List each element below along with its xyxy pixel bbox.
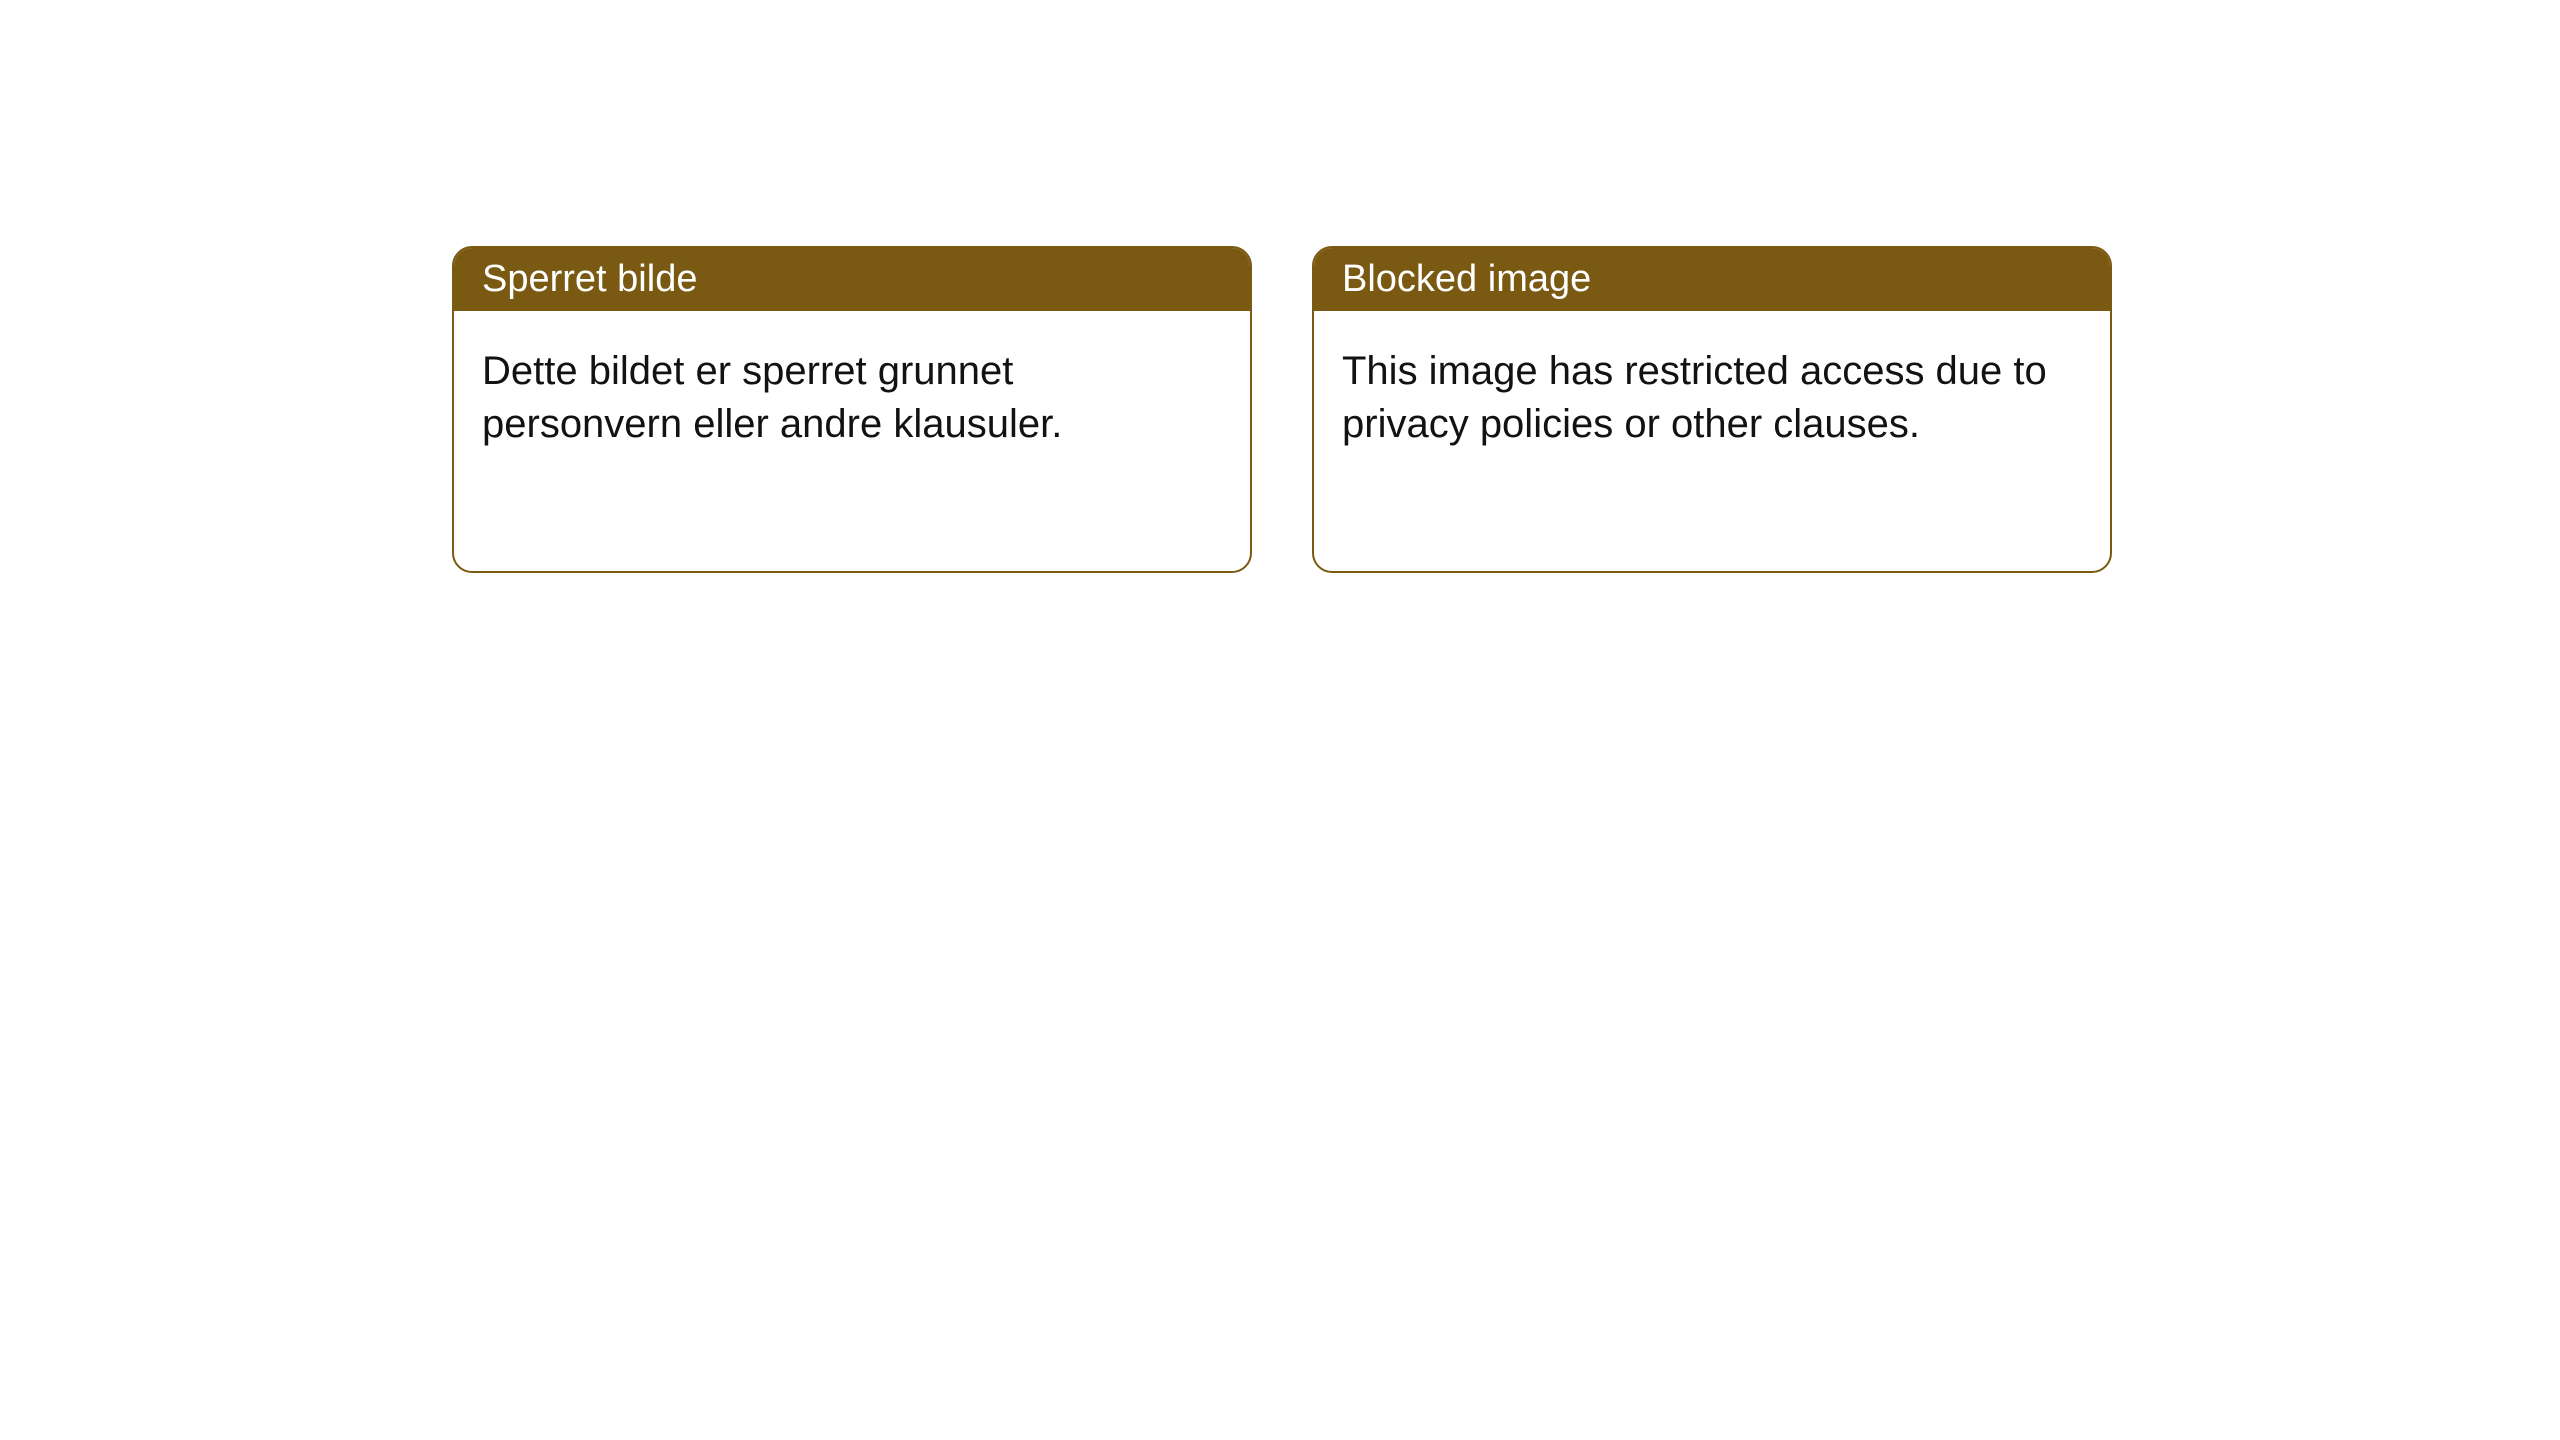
notice-container: Sperret bilde Dette bildet er sperret gr… [0,0,2560,573]
card-header: Sperret bilde [454,248,1250,311]
notice-card-norwegian: Sperret bilde Dette bildet er sperret gr… [452,246,1252,573]
card-header: Blocked image [1314,248,2110,311]
card-body: This image has restricted access due to … [1314,311,2110,571]
notice-card-english: Blocked image This image has restricted … [1312,246,2112,573]
card-body: Dette bildet er sperret grunnet personve… [454,311,1250,571]
